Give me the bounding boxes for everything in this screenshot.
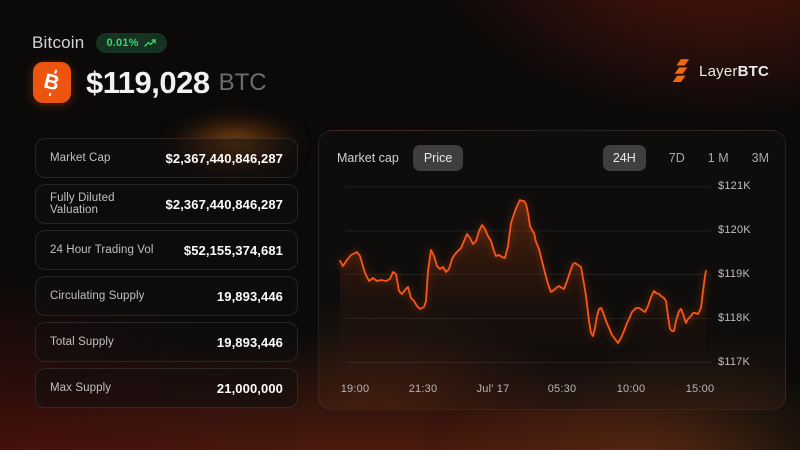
stat-label: Circulating Supply bbox=[50, 290, 145, 302]
stat-row-market-cap: Market Cap $2,367,440,846,287 bbox=[35, 138, 298, 178]
range-1m[interactable]: 1 M bbox=[707, 151, 729, 165]
stat-label: Max Supply bbox=[50, 382, 112, 394]
stat-label: Total Supply bbox=[50, 336, 114, 348]
stat-label: Fully Diluted Valuation bbox=[50, 192, 115, 216]
x-axis-tick: Jul' 17 bbox=[476, 383, 510, 395]
stat-value: 21,000,000 bbox=[216, 380, 283, 396]
stat-row-fdv: Fully Diluted Valuation $2,367,440,846,2… bbox=[35, 184, 298, 224]
stat-label: 24 Hour Trading Vol bbox=[50, 244, 154, 256]
change-percent: 0.01% bbox=[106, 37, 139, 49]
y-axis-tick: $120K bbox=[718, 224, 751, 236]
stat-row-circulating-supply: Circulating Supply 19,893,446 bbox=[35, 276, 298, 316]
stat-label: Market Cap bbox=[50, 152, 111, 164]
y-axis-tick: $119K bbox=[718, 267, 750, 280]
y-axis-tick: $118K bbox=[718, 311, 750, 324]
tab-market-cap[interactable]: Market cap bbox=[337, 151, 399, 165]
stat-value: 19,893,446 bbox=[216, 288, 283, 304]
stat-value: 19,893,446 bbox=[216, 334, 283, 350]
layerbtc-logo-icon bbox=[672, 59, 690, 82]
x-axis-tick: 15:00 bbox=[685, 383, 715, 395]
stat-row-trading-vol: 24 Hour Trading Vol $52,155,374,681 bbox=[35, 230, 298, 270]
y-axis-tick: $117K bbox=[718, 355, 750, 368]
x-axis-tick: 10:00 bbox=[616, 383, 646, 395]
x-axis-tick: 05:30 bbox=[547, 383, 577, 395]
price-header: B $119,028 BTC bbox=[33, 62, 267, 103]
price-chart bbox=[339, 186, 711, 381]
trending-up-icon bbox=[143, 39, 156, 47]
stat-row-max-supply: Max Supply 21,000,000 bbox=[35, 368, 298, 408]
chart-panel: Market cap Price 24H 7D 1 M 3M $121K $12… bbox=[318, 130, 786, 410]
chart-header: Market cap Price 24H 7D 1 M 3M bbox=[337, 145, 769, 171]
chart-price-line bbox=[339, 199, 707, 344]
chart-area-fill bbox=[340, 200, 706, 381]
brand-name: LayerBTC bbox=[699, 62, 769, 80]
ticker-symbol: BTC bbox=[218, 68, 267, 96]
stat-value: $52,155,374,681 bbox=[183, 242, 283, 258]
range-24h[interactable]: 24H bbox=[602, 145, 646, 171]
stat-value: $2,367,440,846,287 bbox=[165, 196, 283, 212]
layerbtc-logo: LayerBTC bbox=[669, 58, 769, 84]
y-axis-tick: $121K bbox=[718, 180, 751, 192]
metric-tabs: Market cap Price bbox=[337, 145, 464, 171]
x-axis-tick: 21:30 bbox=[408, 383, 438, 395]
tab-price[interactable]: Price bbox=[412, 145, 464, 171]
price-change-badge: 0.01% bbox=[96, 33, 167, 53]
range-3m[interactable]: 3M bbox=[751, 151, 769, 165]
range-tabs: 24H 7D 1 M 3M bbox=[602, 145, 769, 171]
stat-row-total-supply: Total Supply 19,893,446 bbox=[35, 322, 298, 362]
x-axis-tick: 19:00 bbox=[340, 383, 370, 395]
coin-name: Bitcoin bbox=[32, 33, 85, 52]
current-price: $119,028 bbox=[86, 64, 210, 100]
bitcoin-icon: B bbox=[33, 62, 71, 103]
coin-header: Bitcoin 0.01% bbox=[32, 33, 167, 53]
range-7d[interactable]: 7D bbox=[668, 151, 685, 165]
stat-value: $2,367,440,846,287 bbox=[165, 150, 283, 166]
